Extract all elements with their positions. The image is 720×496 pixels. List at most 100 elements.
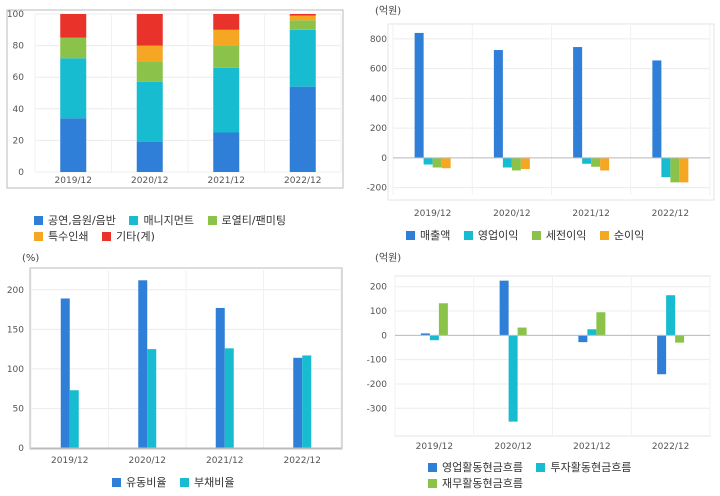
bar-segment — [136, 81, 163, 142]
legend-item-management: 매니지먼트 — [129, 213, 194, 228]
y-tick-label: -100 — [367, 356, 388, 366]
y-tick-label: 50 — [13, 404, 25, 414]
y-tick-label: -200 — [367, 380, 388, 390]
bar — [493, 50, 503, 158]
legend-label: 기타(계) — [115, 230, 155, 243]
bar — [511, 157, 521, 171]
y-tick-label: 0 — [18, 168, 24, 178]
legend-cashflow: 영업활동현금흐름 투자활동현금흐름 재무활동현금흐름 — [428, 460, 718, 492]
legend-label: 세전이익 — [545, 229, 587, 242]
bar — [224, 348, 234, 448]
legend-item-sales: 매출액 — [406, 228, 450, 243]
bar — [138, 280, 148, 448]
bar — [499, 280, 509, 336]
bar — [573, 47, 583, 158]
bar — [600, 157, 610, 171]
y-tick-label: 100 — [370, 307, 387, 317]
legend-label: 유동비율 — [126, 476, 167, 489]
y-tick-label: 60 — [13, 73, 25, 83]
bar-segment — [136, 14, 163, 46]
bar-segment — [213, 67, 240, 133]
bar-segment — [289, 86, 316, 172]
bar-segment — [289, 15, 316, 21]
x-tick-label: 2022/12 — [652, 442, 689, 452]
y-tick-label: 100 — [7, 10, 24, 20]
y-tick-label: 40 — [13, 105, 25, 115]
legend-item-royalty: 로열티/팬미팅 — [207, 213, 286, 228]
bar-segment — [289, 14, 316, 16]
y-tick-label: 600 — [370, 65, 387, 75]
legend-label: 영업활동현금흐름 — [442, 461, 523, 474]
bar-segment — [213, 29, 240, 46]
bar-segment — [60, 14, 87, 38]
x-tick-label: 2020/12 — [494, 442, 531, 452]
bar — [60, 298, 70, 448]
bar — [502, 157, 512, 168]
y-tick-label: 200 — [7, 286, 24, 296]
legend-item-debt-ratio: 부채비율 — [179, 475, 235, 490]
legend-label: 영업이익 — [477, 229, 519, 242]
bar-segment — [60, 118, 87, 172]
legend-ratios: 유동비율 부채비율 — [112, 475, 332, 491]
chart-revenue-mix: 0 20 40 60 80 100 2019/12 2020/12 2021/12 2022/12 — [6, 9, 344, 189]
bar — [69, 390, 79, 448]
unit-label: (억원) — [375, 5, 401, 17]
legend-label: 매출액 — [420, 229, 451, 242]
y-tick-label: 800 — [370, 35, 387, 45]
bar — [441, 157, 451, 169]
legend-label: 투자활동현금흐름 — [550, 461, 632, 474]
bar — [578, 335, 588, 343]
x-tick-label: 2020/12 — [493, 209, 530, 219]
x-tick-label: 2021/12 — [208, 176, 245, 186]
bar — [675, 335, 685, 343]
x-tick-label: 2021/12 — [573, 442, 610, 452]
legend-item-other: 기타(계) — [101, 229, 155, 244]
bar — [293, 357, 303, 448]
legend-item-financing-cf: 재무활동현금흐름 — [428, 476, 523, 491]
legend-label: 재무활동현금흐름 — [442, 477, 523, 490]
legend-item-operating-profit: 영업이익 — [463, 228, 519, 243]
y-tick-label: 0 — [381, 154, 387, 164]
bar — [591, 157, 601, 167]
legend-label: 순이익 — [613, 229, 645, 242]
legend-item-net-profit: 순이익 — [599, 228, 645, 243]
bar — [438, 303, 448, 336]
y-tick-label: 400 — [370, 94, 387, 104]
legend-label: 부채비율 — [193, 476, 235, 489]
x-tick-label: 2019/12 — [416, 442, 453, 452]
bar — [517, 327, 527, 336]
y-tick-label: -200 — [367, 184, 388, 194]
bar — [215, 307, 225, 448]
x-tick-label: 2022/12 — [284, 456, 321, 466]
legend-label: 매니지먼트 — [143, 214, 195, 227]
legend-label: 로열티/팬미팅 — [221, 214, 286, 227]
y-tick-label: 0 — [381, 331, 387, 341]
y-tick-label: 0 — [18, 444, 24, 454]
bar — [587, 329, 597, 336]
legend-item-investing-cf: 투자활동현금흐름 — [536, 460, 631, 475]
bar — [661, 157, 671, 178]
bar — [432, 157, 442, 168]
bar-segment — [289, 20, 316, 30]
legend-label: 특수인쇄 — [48, 230, 89, 243]
legend-profit: 매출액 영업이익 세전이익 순이익 — [406, 228, 716, 244]
legend-item-pretax-profit: 세전이익 — [531, 228, 587, 243]
y-tick-label: 200 — [370, 124, 387, 134]
x-tick-label: 2021/12 — [206, 456, 243, 466]
x-tick-label: 2019/12 — [414, 209, 451, 219]
legend-item-printing: 특수인쇄 — [34, 229, 88, 244]
bar — [508, 335, 518, 422]
chart-ratios: (%) 0 50 100 150 200 2019/12 2020/12 2021/12 2022… — [7, 253, 343, 466]
chart-cashflow: (억원) -300 -200 -100 0 100 200 2019/12 2020/12 202… — [367, 252, 711, 452]
legend-label: 공연,음원/음반 — [48, 214, 116, 227]
y-tick-label: 80 — [13, 42, 25, 52]
bar — [414, 32, 424, 158]
bar — [429, 335, 439, 341]
bar-segment — [136, 45, 163, 62]
bar — [670, 157, 680, 183]
bar-segment — [213, 45, 240, 68]
legend-item-performance-music: 공연,음원/음반 — [34, 213, 116, 228]
x-tick-label: 2019/12 — [55, 176, 92, 186]
bar — [666, 295, 676, 336]
